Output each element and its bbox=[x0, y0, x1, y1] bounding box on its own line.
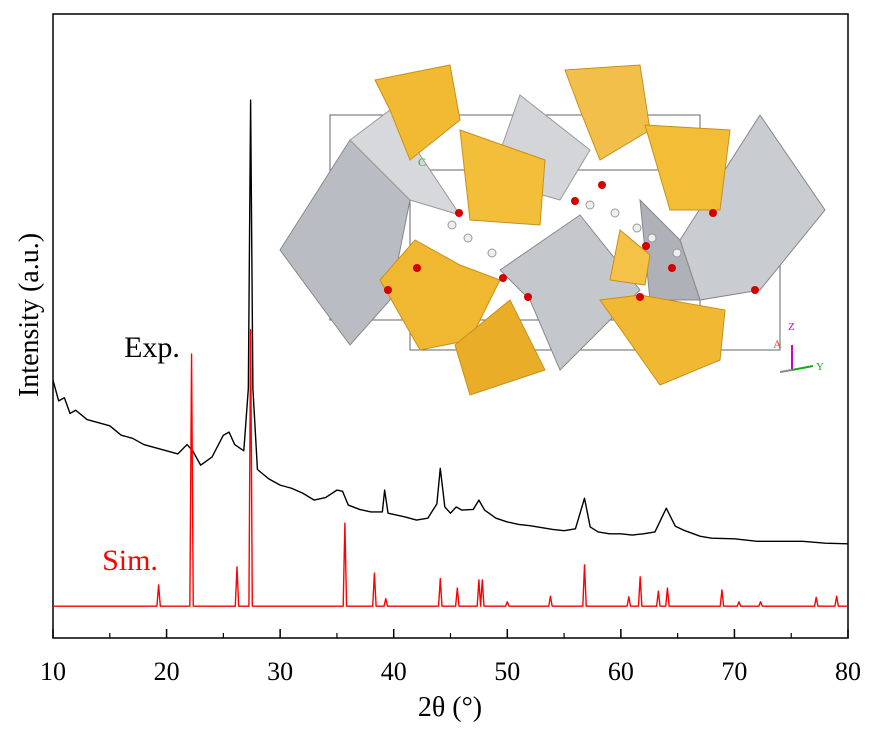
x-tick-label: 40 bbox=[381, 657, 407, 686]
x-tick-label: 50 bbox=[494, 657, 520, 686]
sim-label: Sim. bbox=[102, 544, 158, 577]
exp-label: Exp. bbox=[124, 331, 180, 364]
crystal-structure-inset bbox=[280, 65, 825, 395]
inset-axis-label: Z bbox=[788, 321, 795, 333]
x-tick-label: 10 bbox=[40, 657, 66, 686]
x-tick-label: 70 bbox=[721, 657, 747, 686]
x-axis-title: 2θ (°) bbox=[418, 692, 482, 723]
y-axis-title: Intensity (a.u.) bbox=[14, 233, 45, 397]
page: {"chart_data": { "type": "line", "x_labe… bbox=[0, 0, 869, 731]
inset-axis-label: Y bbox=[816, 361, 824, 373]
x-tick-label: 60 bbox=[608, 657, 634, 686]
x-tick-label: 80 bbox=[835, 657, 861, 686]
inset-axis-label: A bbox=[773, 337, 782, 351]
inset-axis-label: C bbox=[418, 155, 426, 169]
x-tick-label: 20 bbox=[154, 657, 180, 686]
x-tick-label: 30 bbox=[267, 657, 293, 686]
series-line bbox=[53, 330, 848, 606]
chart: Exp. Sim. 2θ (°) Intensity (a.u.) C A Z … bbox=[0, 0, 869, 731]
